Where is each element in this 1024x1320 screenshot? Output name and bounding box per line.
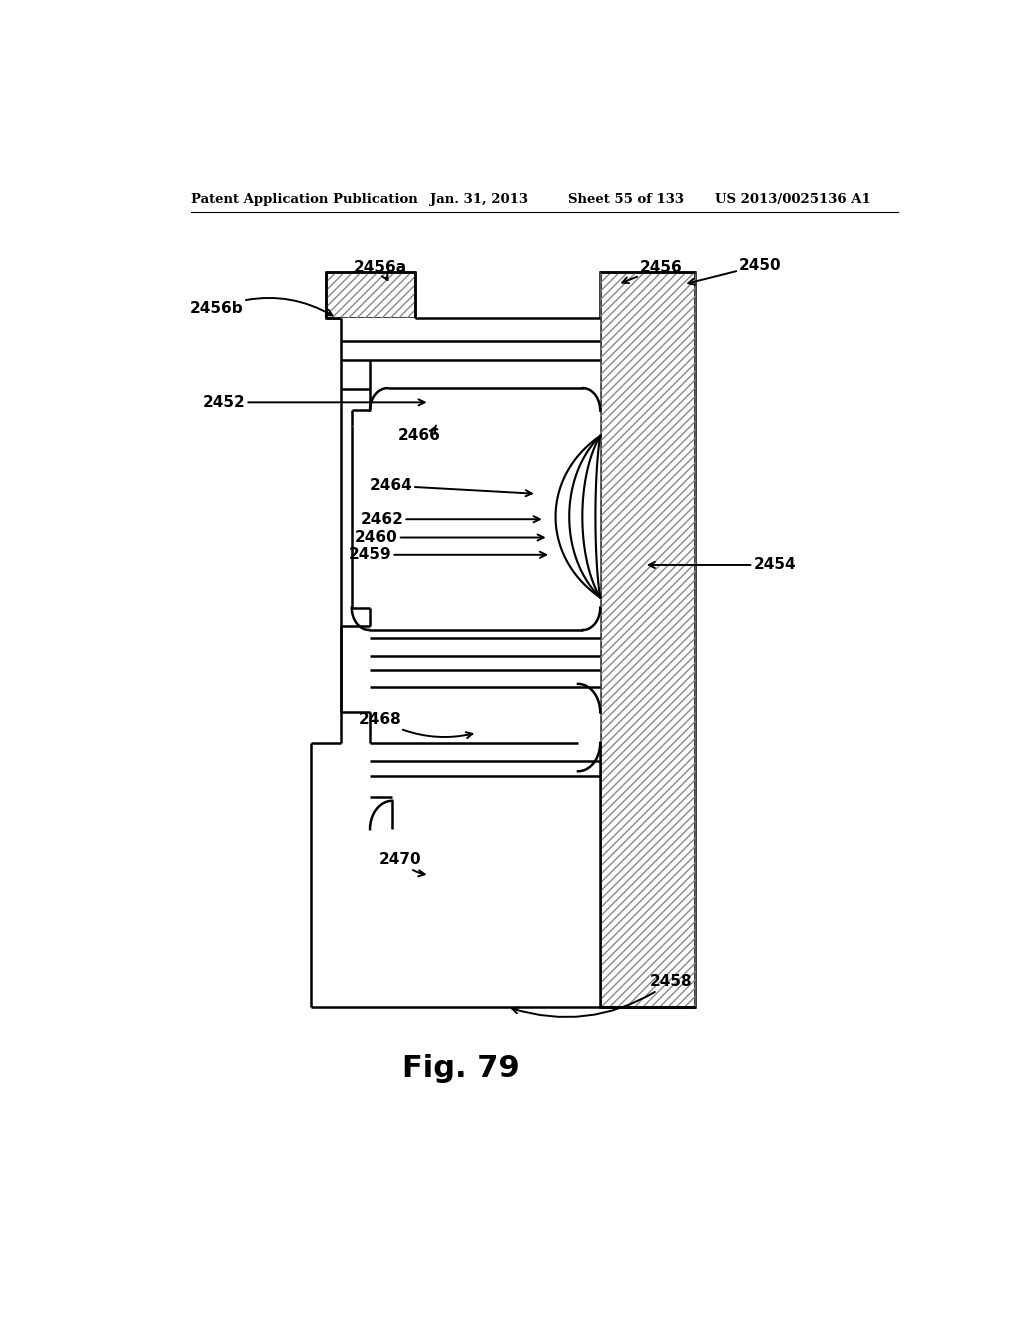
Text: 2470: 2470 <box>379 853 425 876</box>
Text: 2450: 2450 <box>688 257 781 285</box>
Text: 2460: 2460 <box>355 531 544 545</box>
Polygon shape <box>310 318 600 1007</box>
Text: 2462: 2462 <box>360 512 540 527</box>
Text: Sheet 55 of 133: Sheet 55 of 133 <box>568 193 684 206</box>
Text: 2464: 2464 <box>370 478 531 496</box>
Text: Patent Application Publication: Patent Application Publication <box>191 193 418 206</box>
Text: 2456a: 2456a <box>354 260 407 280</box>
Text: 2456: 2456 <box>623 260 683 284</box>
Text: 2466: 2466 <box>397 425 440 444</box>
Text: 2454: 2454 <box>649 557 796 573</box>
Text: Jan. 31, 2013: Jan. 31, 2013 <box>430 193 527 206</box>
Text: 2456b: 2456b <box>189 298 333 317</box>
Text: 2468: 2468 <box>359 711 472 738</box>
Text: US 2013/0025136 A1: US 2013/0025136 A1 <box>715 193 871 206</box>
Text: 2458: 2458 <box>512 974 692 1016</box>
Text: 2459: 2459 <box>349 548 546 562</box>
Text: Fig. 79: Fig. 79 <box>402 1053 520 1082</box>
Polygon shape <box>600 272 695 1007</box>
Text: 2452: 2452 <box>203 395 425 409</box>
Polygon shape <box>327 272 416 318</box>
